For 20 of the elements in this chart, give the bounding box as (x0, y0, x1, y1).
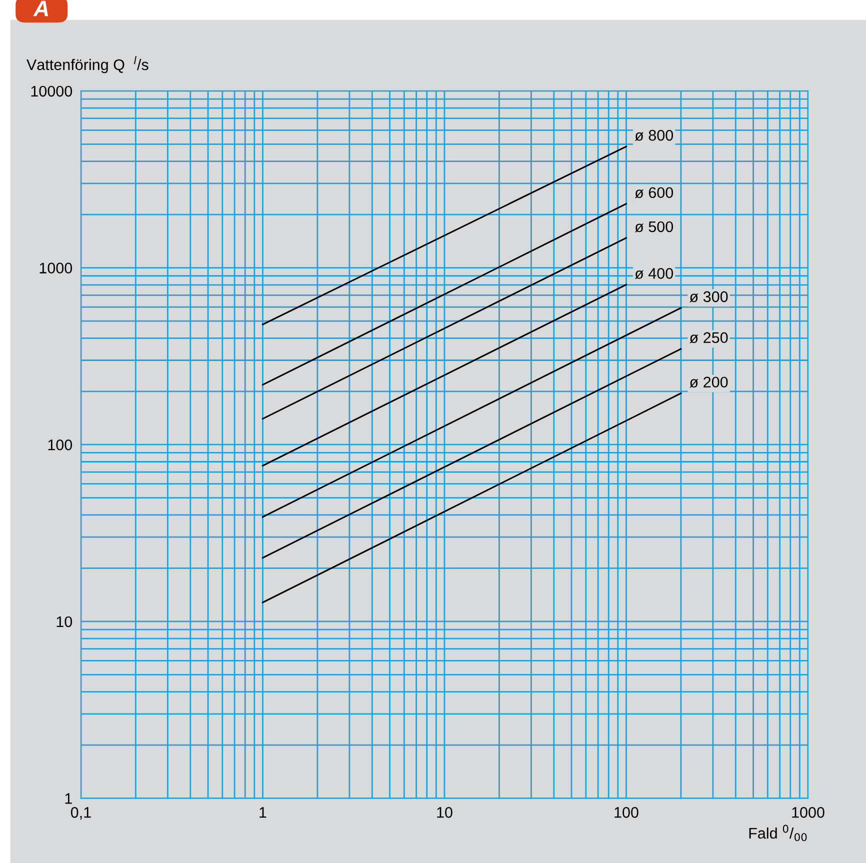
series-label: ø 800 (634, 130, 674, 141)
series-label: ø 600 (634, 187, 674, 198)
series-label: ø 500 (634, 221, 674, 232)
chart-title: A (33, 0, 48, 16)
series-label: ø 400 (634, 268, 674, 279)
x-tick-label: 1 (260, 807, 266, 818)
series-label: ø 300 (690, 291, 728, 302)
y-tick-label: 10 (56, 616, 72, 628)
y-tick-label: 100 (48, 439, 72, 450)
x-tick-label: 100 (614, 807, 638, 818)
x-axis-title: Fald $^{0}$/$_{00}$ (749, 824, 807, 842)
y-tick-label: 1 (65, 793, 72, 804)
x-tick-label: 0,1 (70, 807, 91, 820)
series-label: ø 250 (690, 332, 728, 344)
x-tick-label: 1000 (792, 807, 824, 818)
x-tick-label: 10 (437, 807, 452, 818)
y-tick-label: 10000 (31, 86, 72, 97)
series-label: ø 200 (690, 376, 728, 388)
y-tick-label: 1000 (40, 262, 72, 274)
y-axis-title: Vattenföring Q $^{l}$/s (26, 56, 148, 74)
